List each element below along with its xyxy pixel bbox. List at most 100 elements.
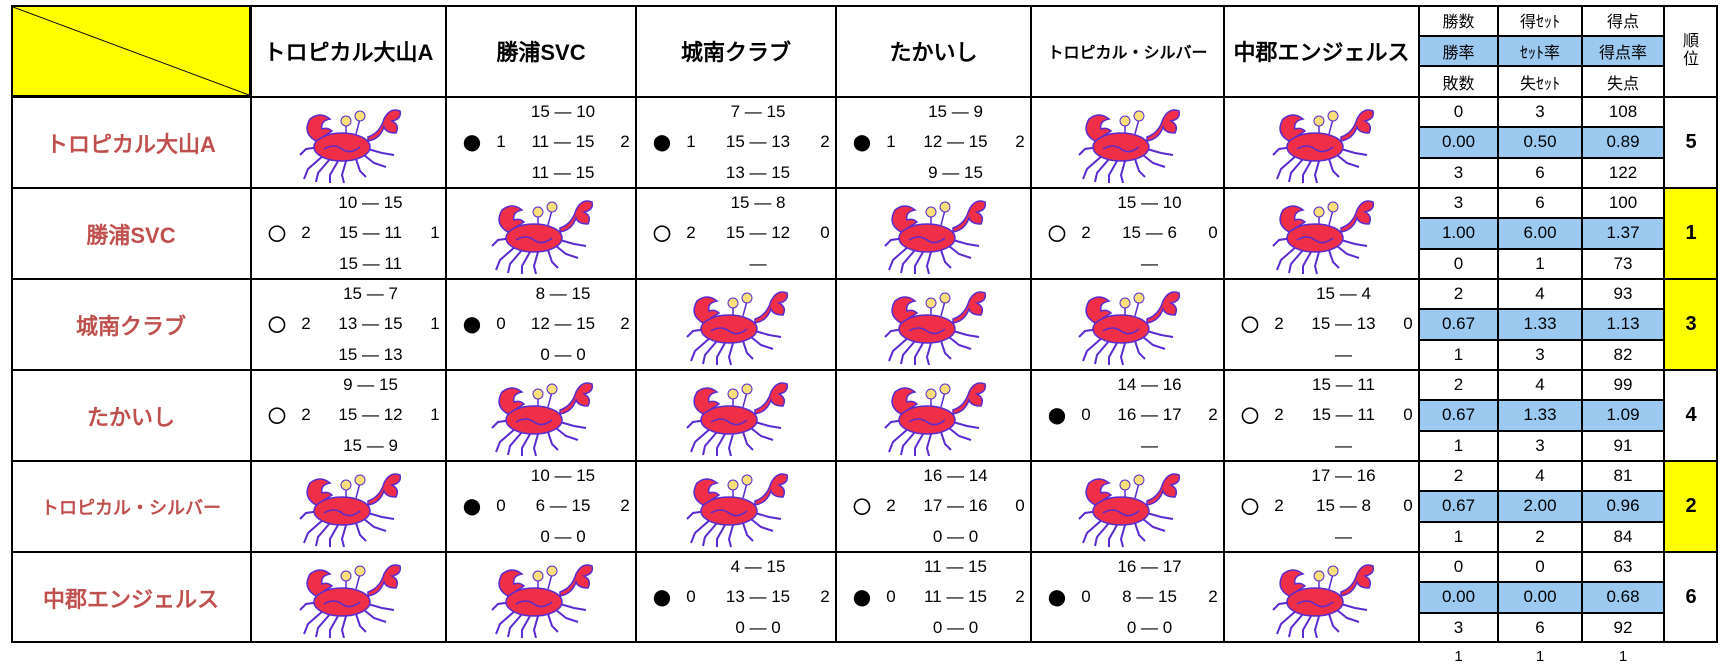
stat-value: 91 xyxy=(1613,435,1633,455)
stat-cell xyxy=(1419,521,1498,552)
sets-won: 2 xyxy=(1081,223,1091,243)
set-score: 13 — 15 xyxy=(338,314,403,334)
stat-cell xyxy=(1498,582,1582,613)
result-cell xyxy=(1224,97,1419,188)
stat-header-cell xyxy=(1498,5,1582,36)
stat-value: 2.00 xyxy=(1523,496,1557,516)
result-cell xyxy=(836,461,1031,552)
set-score: 15 — 8 xyxy=(1316,496,1371,516)
stat-header: 失点 xyxy=(1606,75,1639,93)
footer-value: 1 xyxy=(1618,647,1628,665)
stat-cell xyxy=(1498,127,1582,158)
header-team: 城南クラブ xyxy=(680,40,791,65)
stat-value: 73 xyxy=(1613,253,1633,273)
set-score: 15 — 11 xyxy=(1311,405,1375,425)
sets-lost: 1 xyxy=(430,314,440,334)
stat-value: 122 xyxy=(1608,162,1638,182)
crab-icon xyxy=(1267,558,1377,638)
stat-value: 1 xyxy=(1453,344,1464,364)
result-cell xyxy=(836,188,1031,279)
stat-cell xyxy=(1582,188,1664,219)
sets-lost: 1 xyxy=(430,405,440,425)
set-score: 15 — 7 xyxy=(343,284,398,304)
stat-header-cell xyxy=(1498,66,1582,97)
stat-value: 6 xyxy=(1535,617,1545,637)
crab-icon xyxy=(681,467,791,547)
stat-cell xyxy=(1582,582,1664,613)
rank: 1 xyxy=(1685,222,1697,244)
set-score: 15 — 12 xyxy=(725,223,791,243)
stat-value: 0.96 xyxy=(1606,496,1640,516)
stat-header-cell xyxy=(1419,66,1498,97)
stat-value: 0 xyxy=(1535,557,1545,577)
stat-cell xyxy=(1582,218,1664,249)
sets-won: 1 xyxy=(686,132,696,152)
stat-value: 0.67 xyxy=(1441,405,1476,425)
set-score: 15 — 13 xyxy=(725,132,791,152)
crab-icon xyxy=(879,194,989,274)
set-score: 11 — 15 xyxy=(923,557,987,577)
sets-lost: 2 xyxy=(1208,405,1218,425)
stat-cell xyxy=(1419,461,1498,492)
stat-value: 6 xyxy=(1535,162,1545,182)
set-score: 11 — 15 xyxy=(923,587,987,607)
stat-cell xyxy=(1419,552,1498,583)
stat-value: 1 xyxy=(1453,435,1464,455)
sets-won: 1 xyxy=(496,132,506,152)
sets-lost: 2 xyxy=(1015,132,1025,152)
sets-won: 2 xyxy=(301,314,311,334)
sets-won: 2 xyxy=(301,223,311,243)
stat-header-cell xyxy=(1582,5,1664,36)
stat-cell xyxy=(1498,612,1582,643)
set-score: 0 — 0 xyxy=(932,526,979,546)
stat-header: 得点率 xyxy=(1598,44,1647,62)
stat-value: 1.13 xyxy=(1606,314,1640,334)
sets-won: 2 xyxy=(686,223,696,243)
stat-cell xyxy=(1582,430,1664,461)
stat-value: 0.68 xyxy=(1606,587,1640,607)
sets-lost: 2 xyxy=(820,132,830,152)
team-name: 城南クラブ xyxy=(75,313,186,339)
result-cell xyxy=(836,97,1031,188)
set-score: 13 — 15 xyxy=(725,587,791,607)
stat-value: 2 xyxy=(1453,375,1464,395)
crab-icon xyxy=(486,376,596,456)
result-symbol: ○ xyxy=(850,485,874,527)
crab-icon xyxy=(294,467,404,547)
result-cell xyxy=(446,370,636,461)
set-score: 14 — 16 xyxy=(1117,375,1182,395)
result-cell xyxy=(636,370,836,461)
result-cell xyxy=(251,188,446,279)
sets-lost: 0 xyxy=(1015,496,1025,516)
crab-icon xyxy=(1267,103,1377,183)
result-cell xyxy=(836,370,1031,461)
stat-value: 0.00 xyxy=(1441,587,1476,607)
stat-cell xyxy=(1419,279,1498,310)
rank-cell xyxy=(1664,97,1718,188)
sets-lost: 0 xyxy=(1208,223,1218,243)
rank-cell xyxy=(1664,461,1718,552)
stat-value: 4 xyxy=(1535,466,1545,486)
stat-value: 3 xyxy=(1453,617,1464,637)
stat-header: ｾｯﾄ率 xyxy=(1519,44,1560,62)
set-score: 15 — 8 xyxy=(730,193,786,213)
team-name: たかいし xyxy=(86,404,175,430)
stat-value: 6.00 xyxy=(1523,223,1557,243)
result-symbol: ○ xyxy=(1238,394,1262,436)
set-score: 9 — 15 xyxy=(343,375,398,395)
result-symbol: ○ xyxy=(1045,212,1069,254)
stat-cell xyxy=(1582,521,1664,552)
header-team: トロピカル大山A xyxy=(263,40,434,65)
stat-value: 0 xyxy=(1453,253,1464,273)
result-cell xyxy=(446,188,636,279)
stat-value: 99 xyxy=(1613,375,1633,395)
stat-header: 得点 xyxy=(1606,14,1639,32)
sets-lost: 2 xyxy=(620,314,630,334)
stat-value: 100 xyxy=(1608,193,1638,213)
stat-value: 0.50 xyxy=(1523,132,1557,152)
stat-value: 82 xyxy=(1613,344,1633,364)
stat-cell xyxy=(1419,248,1498,279)
stat-value: 3 xyxy=(1453,162,1464,182)
stat-value: 2 xyxy=(1453,466,1464,486)
stat-value: 3 xyxy=(1535,344,1545,364)
